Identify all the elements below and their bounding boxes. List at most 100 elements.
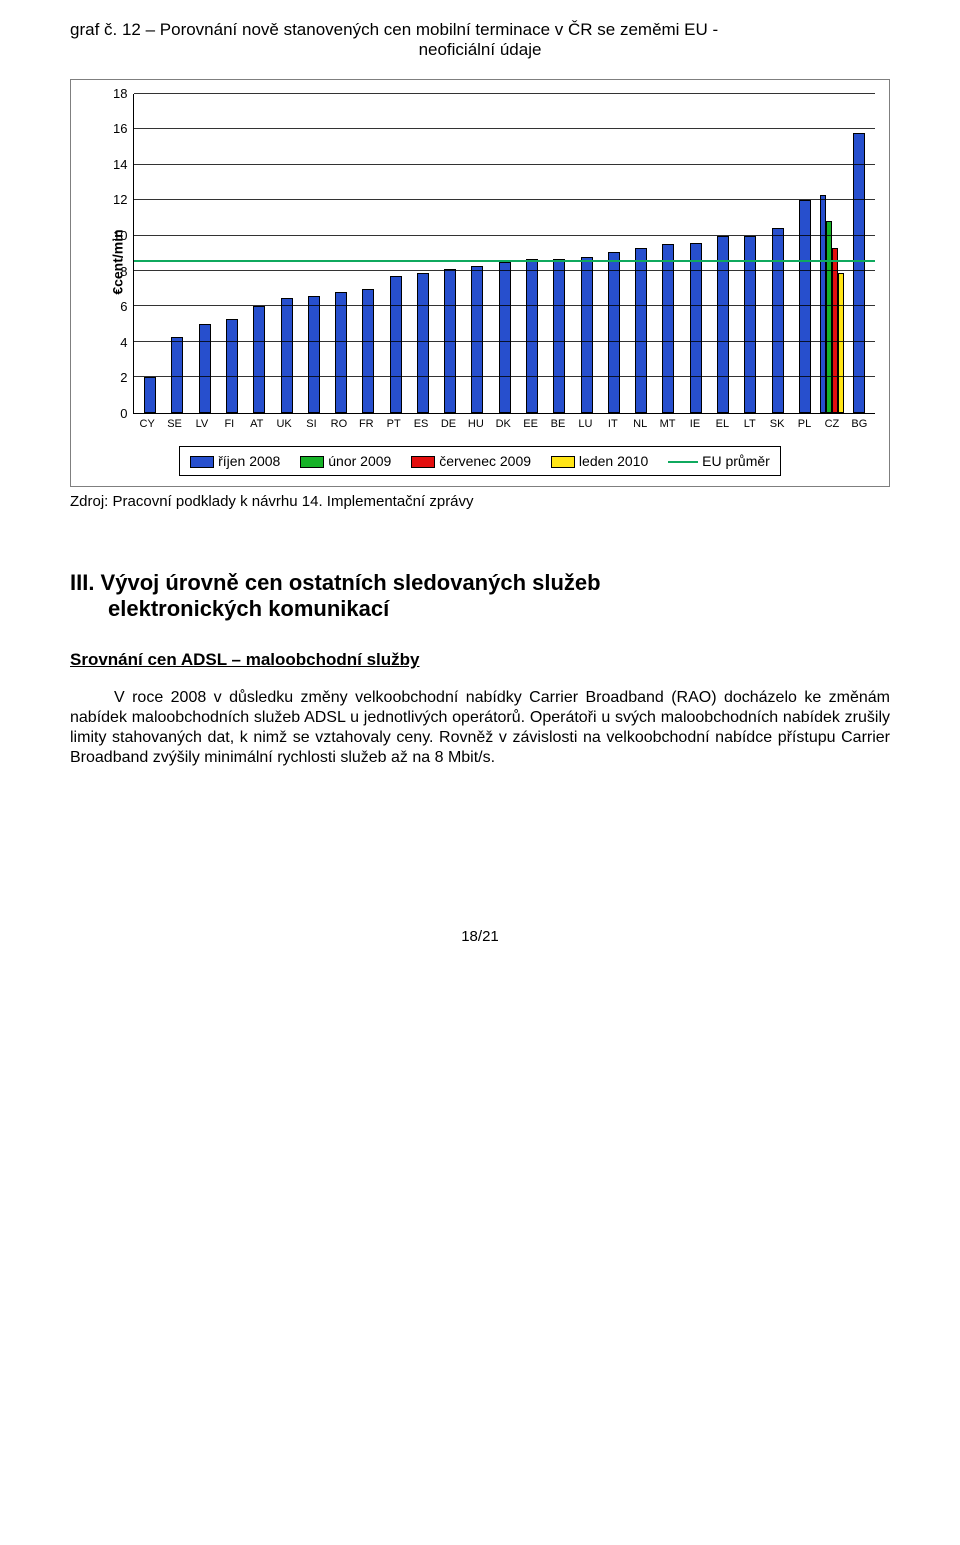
bar-group <box>218 94 245 413</box>
bar-group <box>382 94 409 413</box>
bar <box>362 289 374 413</box>
subsection-heading: Srovnání cen ADSL – maloobchodní služby <box>70 650 890 670</box>
chart-title: graf č. 12 – Porovnání nově stanovených … <box>70 20 890 61</box>
grid-line <box>134 93 875 94</box>
y-axis-label: €cent/min <box>110 229 126 294</box>
x-tick: EL <box>709 418 736 430</box>
bar-group <box>546 94 573 413</box>
bar <box>608 252 620 413</box>
bar <box>853 133 865 413</box>
bar <box>526 259 538 413</box>
bar-group <box>437 94 464 413</box>
bar-group <box>164 94 191 413</box>
body-paragraph: V roce 2008 v důsledku změny velkoobchod… <box>70 688 890 768</box>
legend-label: únor 2009 <box>324 453 391 469</box>
x-tick: LT <box>736 418 763 430</box>
bar <box>772 228 784 412</box>
x-tick: NL <box>627 418 654 430</box>
bar-group <box>791 94 818 413</box>
x-tick: PT <box>380 418 407 430</box>
legend-label: leden 2010 <box>575 453 648 469</box>
bar <box>690 243 702 413</box>
x-tick: PL <box>791 418 818 430</box>
bar-groups <box>134 94 875 413</box>
bar <box>199 324 211 413</box>
x-tick: EE <box>517 418 544 430</box>
legend-item: říjen 2008 <box>190 453 280 469</box>
x-axis-ticks: CYSELVFIATUKSIROFRPTESDEHUDKEEBELUITNLMT… <box>133 418 875 430</box>
legend-swatch <box>668 461 698 463</box>
x-tick: AT <box>243 418 270 430</box>
bar-group <box>518 94 545 413</box>
bar <box>581 257 593 413</box>
bar-group <box>764 94 791 413</box>
x-tick: IT <box>599 418 626 430</box>
bar <box>635 248 647 413</box>
page-number: 18/21 <box>70 928 890 945</box>
bar <box>799 200 811 413</box>
chart-container: €cent/min 024681012141618 CYSELVFIATUKSI… <box>70 79 890 487</box>
chart-title-line2: neoficiální údaje <box>70 40 890 60</box>
bar-group <box>491 94 518 413</box>
bar <box>390 276 402 412</box>
bar-group <box>737 94 764 413</box>
bar-group <box>600 94 627 413</box>
bar <box>499 262 511 413</box>
bar-group <box>819 94 846 413</box>
grid-line <box>134 164 875 165</box>
bar-group <box>709 94 736 413</box>
bar <box>335 292 347 413</box>
x-tick: FR <box>353 418 380 430</box>
x-tick: HU <box>462 418 489 430</box>
x-tick: LV <box>188 418 215 430</box>
legend-item: leden 2010 <box>551 453 648 469</box>
bar-group <box>628 94 655 413</box>
plot-area <box>133 94 875 414</box>
x-tick: CY <box>133 418 160 430</box>
x-tick: DK <box>490 418 517 430</box>
bar-group <box>136 94 163 413</box>
bar <box>253 306 265 412</box>
grid-line <box>134 376 875 377</box>
x-tick: RO <box>325 418 352 430</box>
eu-average-line <box>134 260 875 262</box>
bar-group <box>573 94 600 413</box>
bar-group <box>355 94 382 413</box>
bar-group <box>846 94 873 413</box>
x-tick: SK <box>763 418 790 430</box>
bar <box>144 377 156 412</box>
bar <box>281 298 293 413</box>
x-tick: BG <box>846 418 873 430</box>
grid-line <box>134 235 875 236</box>
legend-label: červenec 2009 <box>435 453 531 469</box>
bar-group <box>273 94 300 413</box>
bar <box>226 319 238 413</box>
bar-group <box>327 94 354 413</box>
grid-line <box>134 199 875 200</box>
legend-swatch <box>551 456 575 468</box>
grid-line <box>134 341 875 342</box>
legend-swatch <box>300 456 324 468</box>
x-tick: MT <box>654 418 681 430</box>
chart-source: Zdroj: Pracovní podklady k návrhu 14. Im… <box>70 493 890 510</box>
bar-group <box>191 94 218 413</box>
bar <box>308 296 320 413</box>
bar <box>838 273 844 413</box>
x-tick: CZ <box>818 418 845 430</box>
section-heading: III. Vývoj úrovně cen ostatních sledovan… <box>70 570 890 622</box>
x-tick: DE <box>435 418 462 430</box>
legend-swatch <box>190 456 214 468</box>
x-tick: BE <box>544 418 571 430</box>
bar <box>471 266 483 413</box>
section-heading-line2: elektronických komunikací <box>70 596 890 622</box>
x-tick: UK <box>270 418 297 430</box>
legend-swatch <box>411 456 435 468</box>
bar <box>417 273 429 413</box>
bar-group <box>300 94 327 413</box>
grid-line <box>134 128 875 129</box>
legend-label: EU průměr <box>698 453 770 469</box>
legend-item: červenec 2009 <box>411 453 531 469</box>
bar <box>553 259 565 413</box>
bar <box>171 337 183 413</box>
x-tick: FI <box>216 418 243 430</box>
